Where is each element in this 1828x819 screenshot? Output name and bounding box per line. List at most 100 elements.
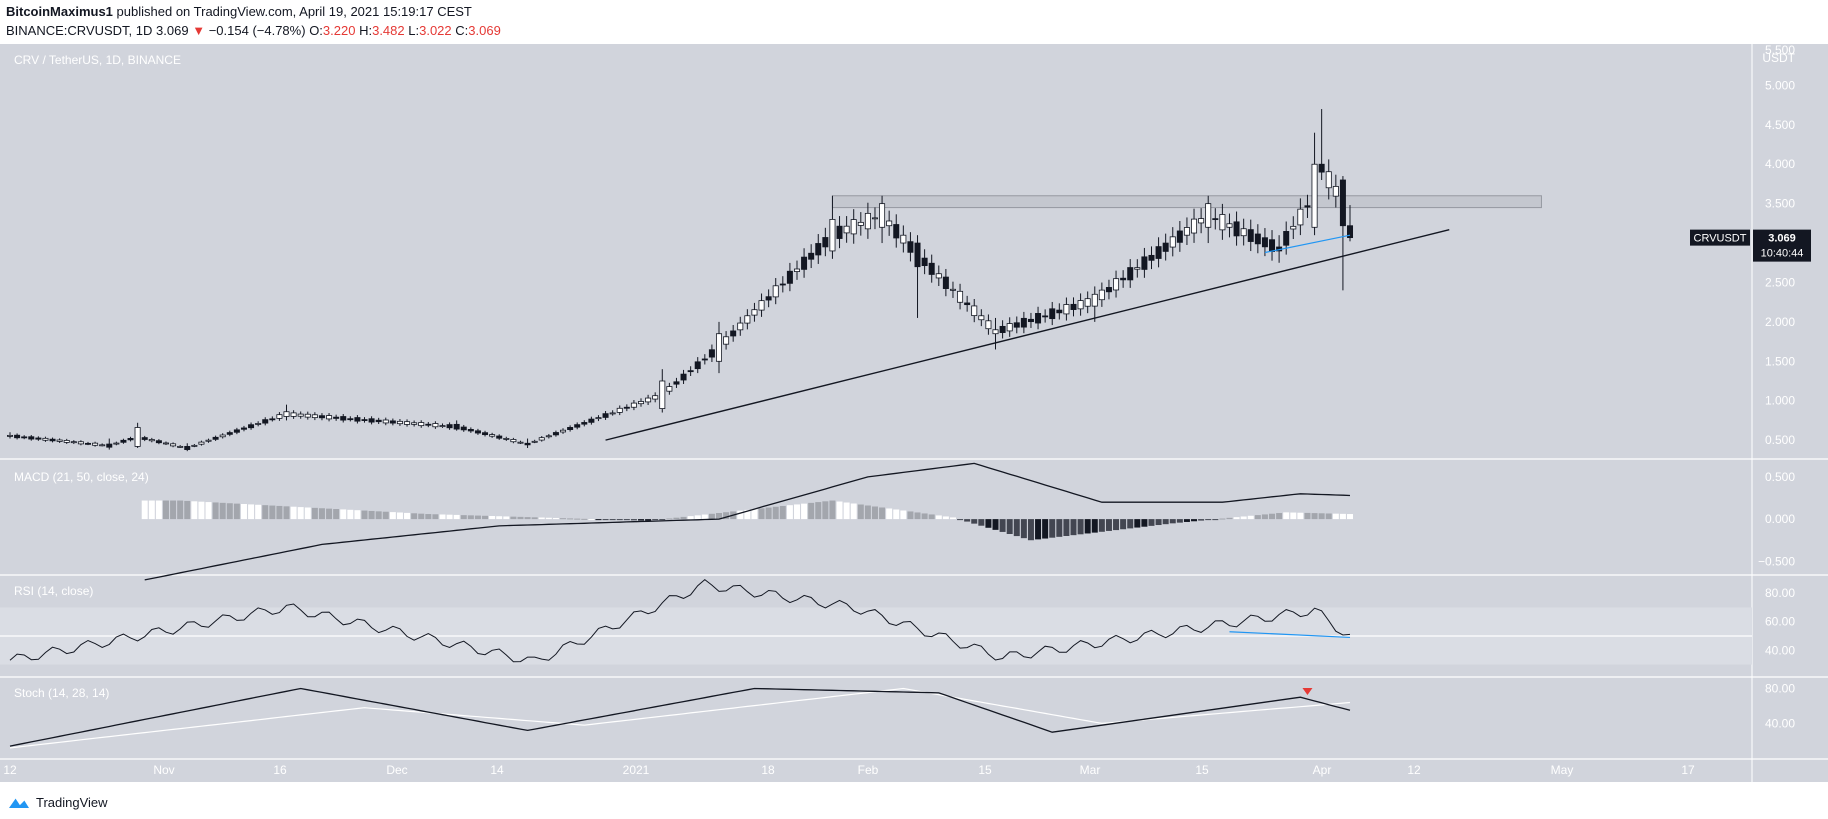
macd-histogram-bar (503, 516, 510, 520)
macd-histogram-bar (1091, 519, 1098, 533)
stoch-signal-marker-icon (1302, 688, 1313, 695)
candle-body (297, 413, 304, 417)
macd-histogram-bar (389, 512, 396, 520)
price-tick-label: 1.500 (1765, 354, 1795, 368)
time-axis-label: 15 (978, 763, 992, 777)
footer-brand[interactable]: TradingView (8, 792, 108, 812)
chart-canvas[interactable]: 0.5001.0001.5002.0002.5003.0003.5004.000… (0, 43, 1828, 782)
stoch-pane[interactable] (9, 687, 1351, 749)
macd-histogram-bar (531, 517, 538, 520)
candle-body (1233, 221, 1240, 237)
macd-histogram-bar (1325, 513, 1332, 520)
candle-body (609, 412, 616, 415)
macd-histogram-bar (1056, 519, 1063, 537)
macd-histogram-bar (1013, 519, 1020, 537)
candle-body (793, 268, 800, 272)
macd-histogram-bar (652, 519, 659, 521)
chart-area[interactable]: 0.5001.0001.5002.0002.5003.0003.5004.000… (0, 43, 1828, 782)
time-axis-label: 12 (3, 763, 17, 777)
candle-body (418, 422, 425, 427)
macd-histogram-bar (396, 512, 403, 520)
stoch-tick-label: 40.00 (1765, 716, 1795, 730)
macd-histogram-bar (1297, 512, 1304, 520)
candle-body (1219, 214, 1226, 231)
macd-histogram-bar (489, 516, 496, 520)
macd-histogram-bar (333, 509, 340, 520)
candle-body (467, 429, 474, 432)
macd-histogram-bar (992, 519, 999, 530)
candle-body (850, 219, 857, 235)
macd-histogram-bar (538, 517, 545, 520)
candle-body (482, 432, 489, 436)
macd-histogram-bar (1198, 519, 1205, 521)
macd-histogram-bar (716, 513, 722, 520)
time-axis-label: 16 (273, 763, 287, 777)
time-axis-label: May (1551, 763, 1574, 777)
candle-body (1063, 304, 1070, 315)
macd-histogram-bar (552, 517, 559, 520)
candle-body (205, 439, 212, 442)
candle-body (63, 440, 70, 443)
macd-histogram-bar (723, 512, 730, 520)
candle-body (1141, 256, 1148, 270)
candle-body (879, 203, 886, 228)
candle-body (1339, 179, 1346, 227)
macd-histogram-bar (318, 508, 325, 520)
macd-histogram-bar (262, 505, 269, 520)
candle-body (964, 302, 971, 306)
candle-body (1091, 293, 1098, 307)
macd-histogram-bar (524, 517, 531, 520)
rsi-tick-label: 80.00 (1765, 586, 1795, 600)
macd-histogram-bar (460, 515, 467, 520)
macd-pane[interactable] (141, 462, 1354, 581)
candle-body (1070, 303, 1077, 310)
author-name[interactable]: BitcoinMaximus1 (6, 4, 113, 19)
stoch-tick-label: 80.00 (1765, 681, 1795, 695)
candle-body (92, 442, 99, 446)
candle-body (311, 414, 318, 419)
time-axis-label: 18 (761, 763, 775, 777)
candle-body (290, 412, 297, 417)
macd-histogram-bar (609, 519, 616, 521)
candle-body (155, 440, 162, 444)
macd-histogram-bar (240, 504, 247, 520)
rsi-pane[interactable] (0, 578, 1752, 665)
candle-body (49, 438, 56, 442)
candle-body (1013, 322, 1020, 328)
macd-histogram-bar (829, 500, 836, 520)
macd-histogram-bar (560, 518, 567, 520)
macd-histogram-bar (248, 504, 255, 520)
macd-histogram-bar (1191, 519, 1198, 522)
candle-body (269, 418, 276, 421)
price-pane[interactable] (7, 109, 1542, 452)
macd-histogram-bar (482, 515, 489, 520)
candle-body (1325, 171, 1332, 189)
macd-histogram-bar (893, 509, 900, 520)
macd-histogram-bar (1169, 519, 1176, 524)
candle-body (623, 406, 630, 409)
macd-histogram-bar (623, 519, 630, 521)
candle-body (538, 437, 545, 441)
candle-body (1254, 233, 1261, 245)
candle-body (581, 422, 588, 425)
candle-body (1318, 163, 1325, 173)
high-label: H: (359, 23, 373, 38)
candle-body (382, 419, 389, 424)
candle-body (638, 401, 645, 405)
macd-histogram-bar (666, 518, 673, 520)
macd-histogram-bar (850, 503, 857, 520)
macd-histogram-bar (155, 500, 162, 520)
candle-body (226, 432, 233, 435)
macd-pane-title: MACD (21, 50, close, 24) (14, 470, 149, 484)
candle-body (808, 252, 815, 260)
price-axis-column (1752, 44, 1828, 782)
macd-tick-label: 0.000 (1765, 512, 1795, 526)
macd-histogram-bar (574, 518, 581, 520)
symbol-tag (1690, 229, 1750, 246)
blue-support-line (1264, 234, 1351, 254)
candle-body (1183, 227, 1190, 236)
macd-histogram-bar (219, 502, 226, 520)
macd-histogram-bar (290, 506, 297, 520)
candle-body (446, 424, 453, 429)
candle-body (340, 416, 347, 421)
